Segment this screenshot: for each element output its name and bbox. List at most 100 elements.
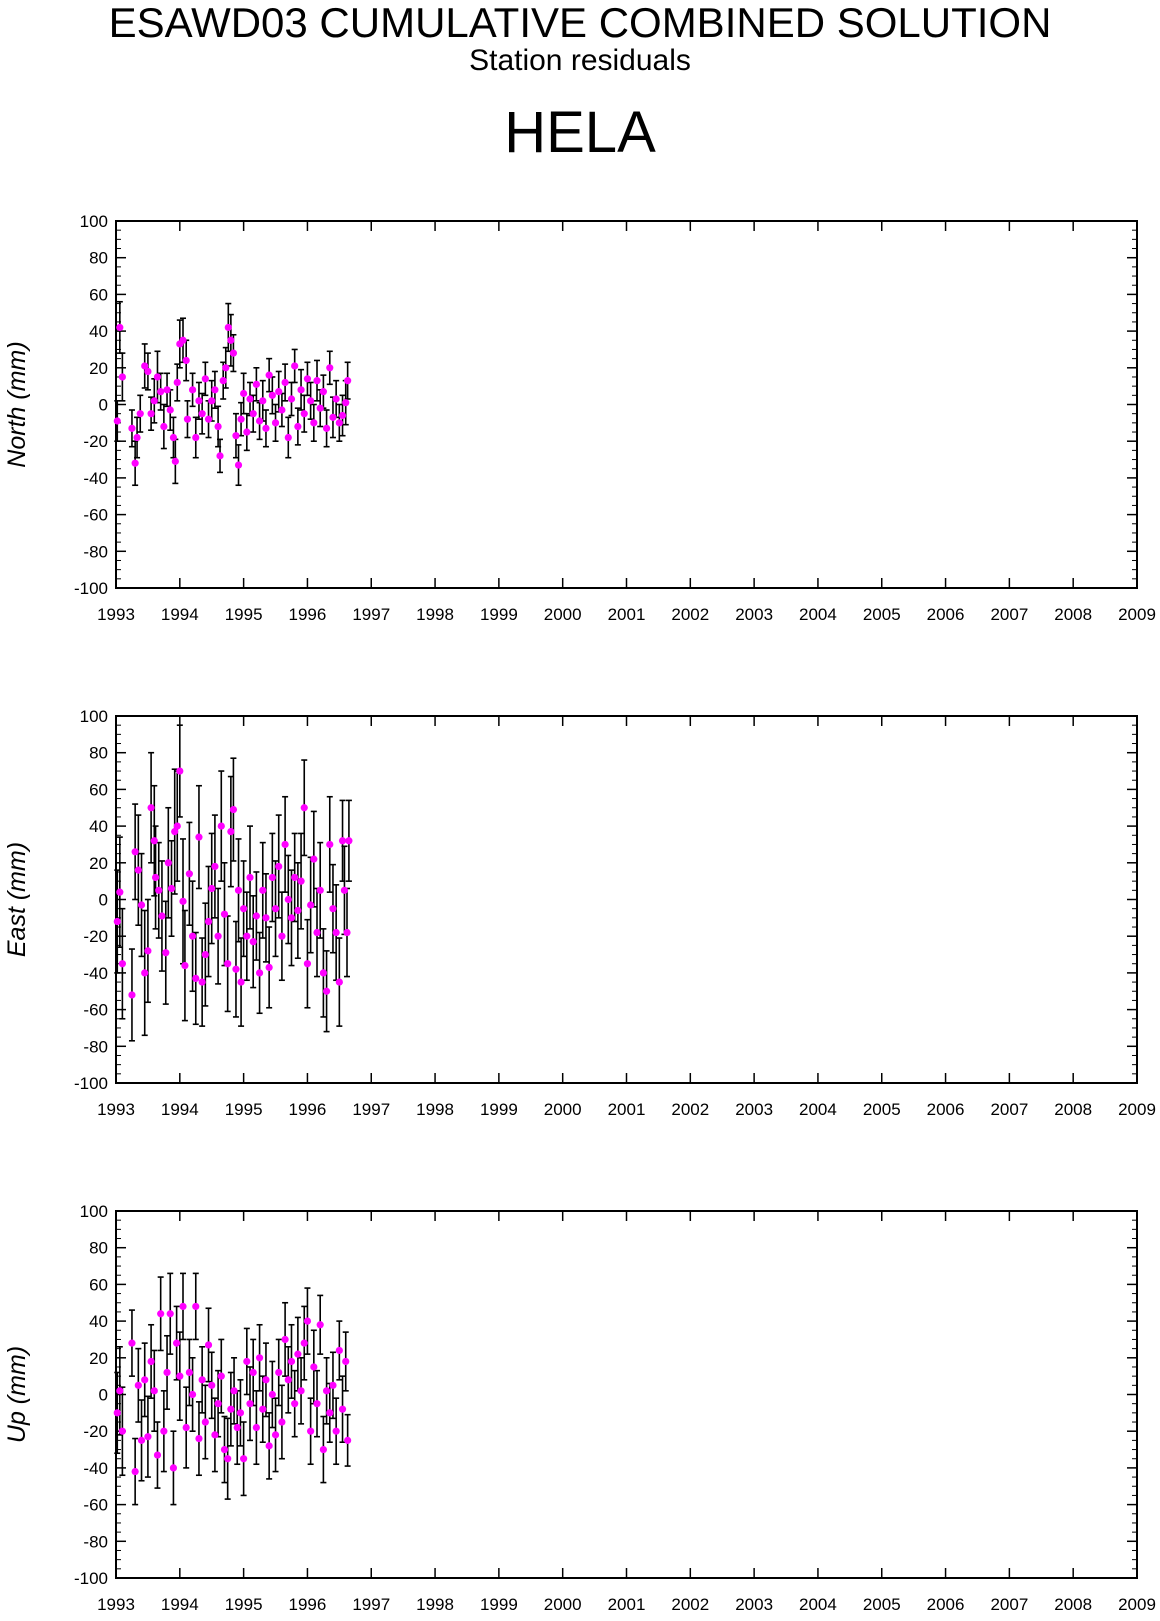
- y-axis-label: East (mm): [3, 842, 31, 957]
- data-point: [284, 1376, 292, 1384]
- y-tick-label: -80: [83, 1037, 108, 1056]
- data-point: [192, 433, 200, 442]
- data-point: [303, 375, 312, 383]
- x-tick-label: 2009: [1118, 1100, 1156, 1119]
- data-point: [275, 1368, 283, 1377]
- data-point: [192, 1302, 200, 1311]
- data-point: [262, 1376, 270, 1384]
- data-point: [313, 928, 321, 937]
- data-point: [338, 837, 347, 845]
- data-point: [281, 378, 289, 387]
- data-point: [342, 1357, 350, 1366]
- x-tick-label: 2002: [671, 605, 709, 624]
- x-tick-label: 1993: [97, 605, 135, 624]
- data-point: [182, 1423, 190, 1432]
- data-point: [185, 870, 193, 878]
- data-point: [322, 987, 331, 995]
- data-point: [217, 822, 225, 830]
- data-point: [163, 386, 171, 394]
- data-point: [268, 873, 276, 882]
- data-point: [116, 888, 124, 896]
- data-point: [162, 949, 170, 957]
- y-tick-label: 0: [99, 891, 108, 910]
- data-point: [284, 433, 292, 442]
- data-point: [133, 433, 141, 442]
- data-point: [204, 917, 213, 926]
- x-tick-label: 1997: [352, 1595, 390, 1614]
- data-point: [243, 932, 251, 940]
- data-point: [278, 406, 286, 414]
- data-point: [211, 1431, 219, 1439]
- y-tick-label: -40: [83, 469, 108, 488]
- x-tick-label: 2005: [863, 1595, 901, 1614]
- data-point: [141, 969, 149, 977]
- data-point: [158, 912, 166, 920]
- x-tick-label: 2005: [863, 1100, 901, 1119]
- data-point: [294, 906, 302, 915]
- data-point: [227, 1405, 235, 1413]
- data-point: [144, 947, 152, 955]
- data-point: [265, 371, 273, 379]
- y-tick-label: -100: [74, 1569, 108, 1588]
- x-tick-label: 1999: [480, 1595, 518, 1614]
- data-point: [232, 965, 240, 973]
- x-tick-label: 1997: [352, 605, 390, 624]
- x-tick-label: 2008: [1054, 1595, 1092, 1614]
- data-point: [240, 389, 248, 398]
- data-point: [118, 1427, 126, 1435]
- data-point: [195, 1434, 203, 1443]
- data-point: [208, 397, 216, 405]
- y-tick-label: 20: [89, 1349, 108, 1368]
- data-point: [332, 928, 340, 937]
- data-point: [169, 1464, 178, 1472]
- data-point: [201, 950, 209, 959]
- data-point: [316, 1321, 324, 1329]
- data-point: [249, 1368, 257, 1377]
- x-tick-label: 2000: [544, 605, 582, 624]
- data-point: [233, 1423, 241, 1432]
- x-tick-label: 2004: [799, 1100, 837, 1119]
- data-point: [291, 362, 299, 370]
- data-point: [113, 917, 121, 926]
- data-point: [224, 960, 232, 968]
- y-tick-label: -80: [83, 1532, 108, 1551]
- y-tick-label: -40: [83, 1459, 108, 1478]
- y-tick-label: 80: [89, 744, 108, 763]
- data-point: [227, 336, 235, 344]
- data-point: [335, 978, 343, 986]
- x-tick-label: 1998: [416, 1595, 454, 1614]
- x-tick-label: 2007: [990, 605, 1028, 624]
- x-tick-label: 2004: [799, 605, 837, 624]
- data-point: [157, 388, 165, 396]
- data-point: [179, 897, 187, 905]
- data-point: [192, 974, 200, 983]
- data-point: [300, 804, 308, 812]
- data-point: [179, 336, 187, 344]
- data-point: [232, 432, 240, 440]
- data-point: [137, 1436, 146, 1444]
- data-point: [164, 859, 172, 867]
- data-point: [183, 415, 192, 423]
- data-point: [297, 386, 305, 394]
- data-point: [234, 461, 243, 469]
- x-tick-label: 2001: [608, 1100, 646, 1119]
- data-point: [131, 1467, 139, 1476]
- y-tick-label: 40: [89, 1312, 108, 1331]
- data-point: [322, 1387, 331, 1395]
- data-point: [240, 1455, 248, 1463]
- data-point: [287, 1357, 296, 1366]
- data-point: [313, 1400, 321, 1408]
- x-tick-label: 2000: [544, 1595, 582, 1614]
- data-point: [343, 928, 351, 937]
- data-point: [344, 377, 352, 385]
- data-point: [329, 905, 337, 913]
- data-point: [118, 960, 126, 968]
- data-point: [182, 356, 190, 365]
- plot-frame: [115, 220, 1138, 589]
- data-point: [153, 1451, 162, 1459]
- x-tick-label: 1996: [289, 605, 327, 624]
- data-point: [259, 886, 267, 894]
- x-tick-label: 2004: [799, 1595, 837, 1614]
- data-point: [214, 422, 222, 431]
- data-point: [166, 1310, 174, 1318]
